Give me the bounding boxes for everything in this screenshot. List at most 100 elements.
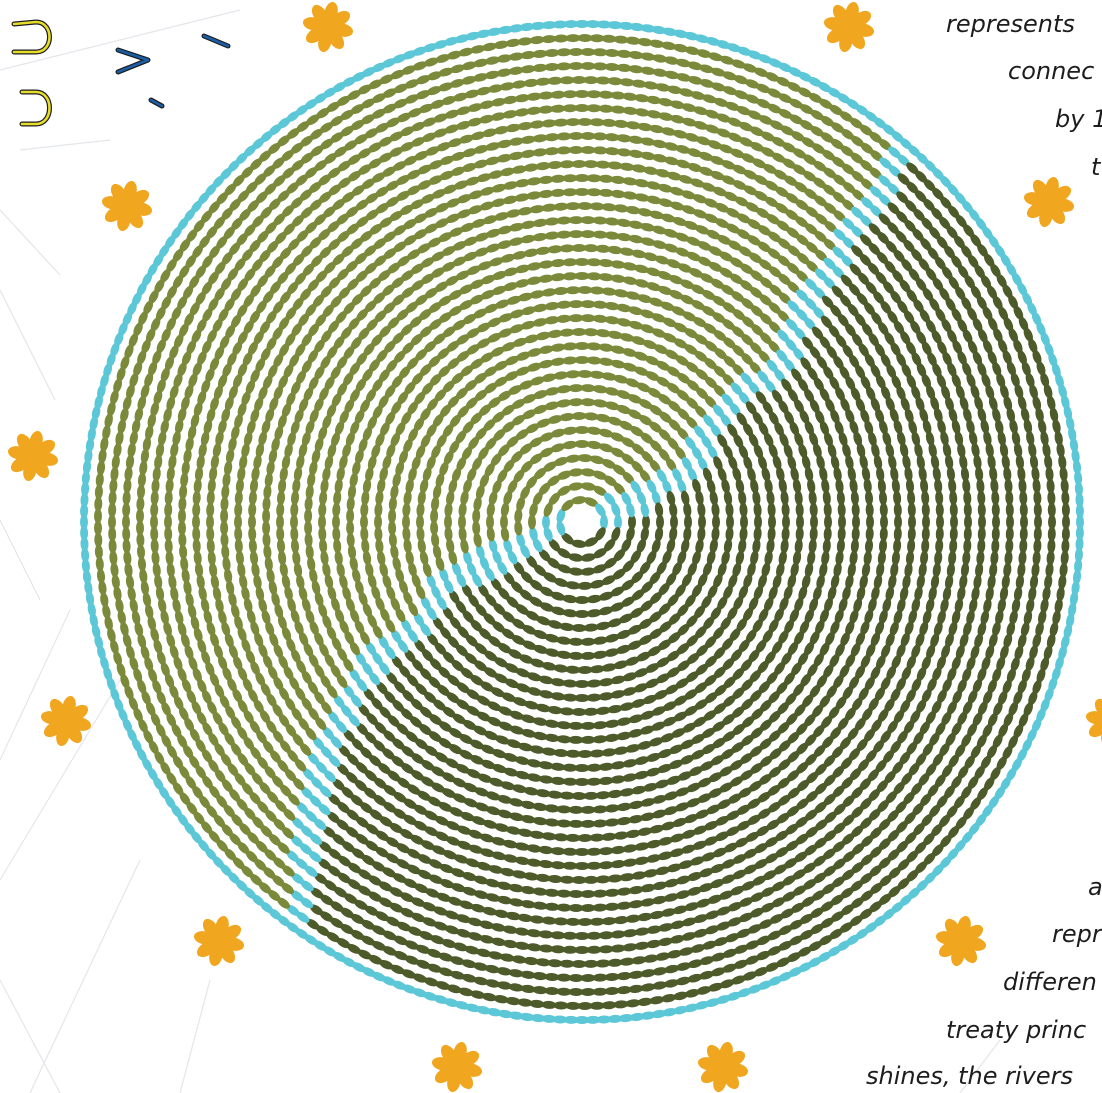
bead	[586, 342, 602, 351]
bead	[780, 490, 789, 506]
bead	[503, 752, 518, 762]
caption-top-line-1: represents	[946, 10, 1075, 38]
bead	[487, 317, 502, 328]
bead	[639, 561, 651, 575]
bead	[559, 328, 575, 337]
bead	[508, 649, 523, 659]
bead	[807, 478, 816, 494]
bead	[804, 609, 814, 624]
bead	[446, 692, 460, 704]
bead	[704, 635, 717, 649]
bead	[532, 731, 548, 741]
bead	[401, 411, 412, 426]
bead	[354, 620, 365, 635]
bead	[766, 359, 778, 373]
bead	[783, 672, 796, 686]
bead	[414, 639, 426, 653]
bead	[488, 397, 501, 409]
bead	[519, 443, 533, 455]
bead	[557, 564, 572, 574]
bead	[521, 306, 536, 315]
bead	[332, 514, 340, 530]
bead	[795, 526, 804, 542]
bead	[533, 390, 548, 400]
bead	[492, 621, 505, 633]
bead	[395, 608, 406, 623]
bead	[626, 526, 635, 542]
bead	[342, 443, 352, 458]
bead	[634, 770, 649, 780]
bead	[541, 747, 557, 756]
bead	[472, 456, 483, 471]
bead	[628, 714, 644, 724]
bead	[723, 444, 733, 459]
bead	[390, 544, 399, 560]
bead	[354, 409, 365, 424]
bead	[491, 749, 507, 759]
bead	[712, 312, 726, 323]
bead	[430, 520, 439, 536]
bead	[722, 714, 735, 726]
bead	[571, 707, 587, 717]
bead	[772, 455, 782, 470]
bead	[532, 318, 548, 327]
bead	[613, 482, 626, 496]
bead	[692, 316, 707, 328]
bead	[480, 744, 495, 754]
bead	[726, 514, 734, 530]
bead	[393, 350, 406, 363]
bead	[593, 548, 607, 559]
bead	[764, 478, 773, 494]
bead	[787, 388, 799, 403]
bead	[498, 444, 510, 457]
bead	[709, 490, 718, 506]
bead	[439, 404, 452, 418]
bead	[459, 300, 473, 310]
bead	[524, 700, 539, 710]
bead	[456, 573, 467, 588]
bead	[372, 625, 383, 639]
bead	[562, 342, 578, 351]
bead	[490, 687, 505, 698]
bead	[782, 514, 790, 530]
bead	[794, 490, 803, 506]
bead	[403, 538, 412, 554]
bead	[429, 658, 442, 671]
bead	[416, 502, 425, 518]
bead	[415, 585, 426, 600]
bead	[634, 279, 650, 288]
bead	[586, 777, 602, 786]
bead	[553, 664, 569, 673]
flower-icon	[1023, 176, 1075, 228]
bead	[735, 550, 745, 566]
bead	[751, 708, 764, 720]
bead	[669, 290, 684, 300]
bead	[504, 371, 519, 381]
bead	[1061, 502, 1070, 518]
bead	[768, 443, 778, 459]
bead	[492, 550, 502, 565]
bead	[472, 508, 481, 524]
bead	[538, 482, 551, 496]
bead	[574, 272, 590, 280]
bead	[695, 538, 704, 554]
bead	[492, 411, 505, 423]
bead	[473, 496, 482, 512]
bead	[808, 538, 817, 554]
bead	[509, 324, 524, 334]
bead	[556, 721, 572, 730]
bead	[510, 450, 523, 463]
bead	[781, 378, 792, 392]
bead	[568, 482, 584, 491]
bead	[476, 695, 491, 706]
bead	[411, 573, 421, 589]
bead	[444, 514, 452, 530]
bead	[580, 300, 596, 309]
bead	[452, 319, 466, 331]
bead	[809, 431, 819, 447]
bead	[629, 607, 644, 618]
bead	[488, 538, 498, 554]
bead	[358, 437, 368, 453]
bead	[627, 624, 642, 635]
bead	[332, 502, 341, 518]
